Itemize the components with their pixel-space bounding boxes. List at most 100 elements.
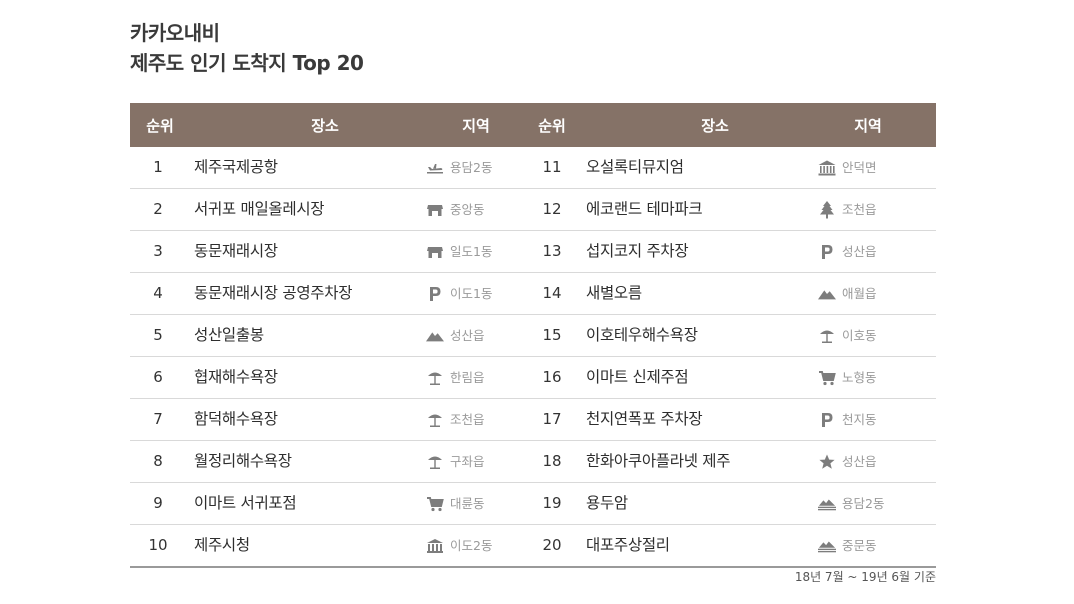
rank-number: 7 (153, 410, 163, 428)
region-label: 구좌읍 (450, 454, 485, 469)
place-name: 함덕해수욕장 (194, 410, 278, 428)
region-cell: 성산읍 (818, 441, 877, 482)
place-name: 이마트 신제주점 (586, 368, 689, 386)
brand-title: 카카오내비 (130, 21, 220, 45)
beach-umbrella-icon (426, 369, 444, 387)
table-row: 9 이마트 서귀포점 대륜동 19 용두암 용담2동 (130, 483, 936, 525)
place-name: 새별오름 (586, 284, 642, 302)
tree-icon (818, 200, 836, 219)
title-block: 카카오내비 제주도 인기 도착지 Top 20 (130, 18, 364, 78)
table-row: 3 동문재래시장 일도1동 13 섭지코지 주차장 성산읍 (130, 231, 936, 273)
market-icon (426, 243, 444, 261)
region-label: 성산읍 (842, 244, 877, 259)
mountain-icon (818, 285, 836, 303)
rank-number: 4 (153, 284, 163, 302)
region-cell: 노형동 (818, 357, 877, 398)
region-cell: 이도2동 (426, 525, 492, 566)
header-rank-right: 순위 (538, 116, 566, 135)
header-place-left: 장소 (311, 116, 339, 135)
region-cell: 성산읍 (426, 315, 485, 356)
place-name: 에코랜드 테마파크 (586, 200, 703, 218)
region-label: 성산읍 (450, 328, 485, 343)
place-name: 서귀포 매일올레시장 (194, 200, 325, 218)
region-label: 성산읍 (842, 454, 877, 469)
rank-number: 12 (542, 200, 562, 218)
region-label: 안덕면 (842, 160, 877, 175)
table-row: 6 협재해수욕장 한림읍 16 이마트 신제주점 노형동 (130, 357, 936, 399)
rock-icon (818, 537, 836, 555)
region-cell: 대륜동 (426, 483, 485, 524)
museum-icon (818, 159, 836, 177)
table-row: 10 제주시청 이도2동 20 대포주상절리 중문동 (130, 525, 936, 568)
table-row: 1 제주국제공항 용담2동 11 오설록티뮤지엄 안덕면 (130, 147, 936, 189)
region-cell: 애월읍 (818, 273, 877, 314)
rank-number: 10 (148, 536, 168, 554)
region-label: 중앙동 (450, 202, 485, 217)
place-name: 제주국제공항 (194, 158, 278, 176)
place-name: 이호테우해수욕장 (586, 326, 698, 344)
government-building-icon (426, 537, 444, 555)
region-label: 일도1동 (450, 244, 493, 259)
rank-number: 20 (542, 536, 562, 554)
rank-number: 8 (153, 452, 163, 470)
table-row: 5 성산일출봉 성산읍 15 이호테우해수욕장 이호동 (130, 315, 936, 357)
table-body: 1 제주국제공항 용담2동 11 오설록티뮤지엄 안덕면 2 서귀포 매일올레시장 중앙동 12 에… (130, 147, 936, 568)
rank-number: 1 (153, 158, 163, 176)
region-cell: 구좌읍 (426, 441, 485, 482)
region-cell: 중앙동 (426, 189, 485, 230)
ranking-table: 순위 장소 지역 순위 장소 지역 1 제주국제공항 용담2동 11 오설록티뮤지엄 안덕… (130, 103, 936, 568)
header-region-right: 지역 (854, 116, 882, 135)
beach-umbrella-icon (426, 453, 444, 471)
region-cell: 성산읍 (818, 231, 877, 272)
rank-number: 6 (153, 368, 163, 386)
table-header: 순위 장소 지역 순위 장소 지역 (130, 103, 936, 147)
parking-icon (818, 411, 836, 429)
region-label: 천지동 (842, 412, 877, 427)
shopping-cart-icon (426, 495, 444, 513)
region-cell: 안덕면 (818, 147, 877, 188)
region-label: 용담2동 (450, 160, 493, 175)
rank-number: 2 (153, 200, 163, 218)
place-name: 섭지코지 주차장 (586, 242, 689, 260)
rock-icon (818, 495, 836, 513)
rank-number: 17 (542, 410, 562, 428)
place-name: 제주시청 (194, 536, 250, 554)
place-name: 대포주상절리 (586, 536, 670, 554)
region-cell: 천지동 (818, 399, 877, 440)
region-label: 중문동 (842, 538, 877, 553)
place-name: 천지연폭포 주차장 (586, 410, 703, 428)
table-row: 8 월정리해수욕장 구좌읍 18 한화아쿠아플라넷 제주 성산읍 (130, 441, 936, 483)
shopping-cart-icon (818, 369, 836, 387)
region-cell: 용담2동 (426, 147, 492, 188)
star-icon (818, 453, 836, 471)
rank-number: 18 (542, 452, 562, 470)
place-name: 협재해수욕장 (194, 368, 278, 386)
region-label: 애월읍 (842, 286, 877, 301)
region-label: 이호동 (842, 328, 877, 343)
airplane-icon (426, 159, 444, 177)
place-name: 동문재래시장 공영주차장 (194, 284, 353, 302)
place-name: 성산일출봉 (194, 326, 264, 344)
parking-icon (818, 243, 836, 261)
mountain-icon (426, 327, 444, 345)
place-name: 이마트 서귀포점 (194, 494, 297, 512)
page-title: 제주도 인기 도착지 Top 20 (130, 51, 364, 75)
region-label: 노형동 (842, 370, 877, 385)
place-name: 용두암 (586, 494, 628, 512)
place-name: 월정리해수욕장 (194, 452, 292, 470)
rank-number: 13 (542, 242, 562, 260)
region-cell: 용담2동 (818, 483, 884, 524)
rank-number: 19 (542, 494, 562, 512)
region-label: 조천읍 (450, 412, 485, 427)
region-cell: 일도1동 (426, 231, 492, 272)
header-place-right: 장소 (701, 116, 729, 135)
table-row: 2 서귀포 매일올레시장 중앙동 12 에코랜드 테마파크 조천읍 (130, 189, 936, 231)
region-cell: 이호동 (818, 315, 877, 356)
region-cell: 조천읍 (426, 399, 485, 440)
date-range-note: 18년 7월 ~ 19년 6월 기준 (794, 570, 936, 584)
market-icon (426, 201, 444, 219)
region-label: 한림읍 (450, 370, 485, 385)
region-cell: 조천읍 (818, 189, 877, 230)
region-cell: 중문동 (818, 525, 877, 566)
rank-number: 15 (542, 326, 562, 344)
